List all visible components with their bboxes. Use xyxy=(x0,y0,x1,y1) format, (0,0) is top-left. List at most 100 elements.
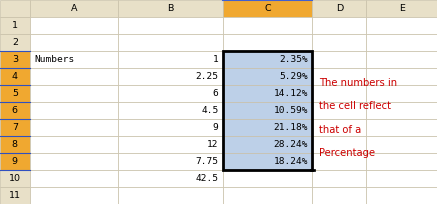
Bar xyxy=(118,102,223,119)
Text: 4.5: 4.5 xyxy=(201,106,218,115)
Text: D: D xyxy=(336,4,343,13)
Bar xyxy=(118,85,223,102)
Text: that of a: that of a xyxy=(319,124,361,135)
Bar xyxy=(0,119,30,136)
Text: 28.24%: 28.24% xyxy=(274,140,308,149)
Bar xyxy=(118,119,223,136)
Bar xyxy=(30,119,118,136)
Text: 1: 1 xyxy=(12,21,18,30)
Bar xyxy=(312,51,366,68)
Bar xyxy=(223,0,312,17)
Bar xyxy=(223,85,312,102)
Bar xyxy=(366,85,437,102)
Bar xyxy=(223,17,312,34)
Text: C: C xyxy=(264,4,271,13)
Bar xyxy=(0,34,30,51)
Bar xyxy=(30,170,118,187)
Bar xyxy=(366,68,437,85)
Bar xyxy=(366,17,437,34)
Bar xyxy=(312,102,366,119)
Text: 21.18%: 21.18% xyxy=(274,123,308,132)
Bar xyxy=(30,136,118,153)
Bar xyxy=(30,34,118,51)
Bar xyxy=(0,170,30,187)
Text: 11: 11 xyxy=(9,191,21,200)
Text: 42.5: 42.5 xyxy=(195,174,218,183)
Text: B: B xyxy=(167,4,173,13)
Bar xyxy=(312,17,366,34)
Bar xyxy=(366,0,437,17)
Bar xyxy=(0,85,30,102)
Bar xyxy=(30,51,118,68)
Text: E: E xyxy=(399,4,405,13)
Text: 6: 6 xyxy=(213,89,218,98)
Bar xyxy=(0,0,30,17)
Bar xyxy=(312,119,366,136)
Bar xyxy=(366,153,437,170)
Bar xyxy=(118,136,223,153)
Bar xyxy=(30,0,118,17)
Bar xyxy=(366,34,437,51)
Bar xyxy=(366,187,437,204)
Bar xyxy=(0,153,30,170)
Bar xyxy=(223,51,312,68)
Text: the cell reflect: the cell reflect xyxy=(319,101,391,111)
Text: 7.75: 7.75 xyxy=(195,157,218,166)
Text: 18.24%: 18.24% xyxy=(274,157,308,166)
Bar xyxy=(312,68,366,85)
Text: 9: 9 xyxy=(213,123,218,132)
Text: 14.12%: 14.12% xyxy=(274,89,308,98)
Bar xyxy=(30,85,118,102)
Bar xyxy=(0,68,30,85)
Bar xyxy=(223,187,312,204)
Bar xyxy=(223,170,312,187)
Text: 1: 1 xyxy=(213,55,218,64)
Bar xyxy=(366,51,437,68)
Bar xyxy=(312,153,366,170)
Bar xyxy=(223,136,312,153)
Bar xyxy=(223,153,312,170)
Text: 8: 8 xyxy=(12,140,18,149)
Text: 2.25: 2.25 xyxy=(195,72,218,81)
Bar xyxy=(312,85,366,102)
Bar xyxy=(118,68,223,85)
Bar xyxy=(118,17,223,34)
Text: 2.35%: 2.35% xyxy=(279,55,308,64)
Text: A: A xyxy=(71,4,77,13)
Bar xyxy=(30,17,118,34)
Bar xyxy=(0,187,30,204)
Bar xyxy=(223,68,312,85)
Text: The numbers in: The numbers in xyxy=(319,78,397,88)
Bar xyxy=(312,34,366,51)
Bar xyxy=(118,170,223,187)
Bar xyxy=(366,119,437,136)
Text: 10: 10 xyxy=(9,174,21,183)
Bar xyxy=(312,0,366,17)
Text: 3: 3 xyxy=(12,55,18,64)
Bar xyxy=(118,187,223,204)
Bar xyxy=(30,68,118,85)
Text: 9: 9 xyxy=(12,157,18,166)
Bar xyxy=(223,51,312,170)
Bar xyxy=(310,169,315,171)
Bar xyxy=(0,51,30,68)
Bar xyxy=(30,102,118,119)
Text: 4: 4 xyxy=(12,72,18,81)
Text: 2: 2 xyxy=(12,38,18,47)
Text: 12: 12 xyxy=(207,140,218,149)
Bar xyxy=(366,136,437,153)
Bar xyxy=(312,170,366,187)
Bar xyxy=(118,0,223,17)
Bar xyxy=(118,51,223,68)
Bar xyxy=(118,153,223,170)
Bar xyxy=(118,34,223,51)
Bar xyxy=(223,119,312,136)
Bar xyxy=(0,136,30,153)
Bar xyxy=(366,102,437,119)
Text: 6: 6 xyxy=(12,106,18,115)
Bar xyxy=(223,102,312,119)
Bar xyxy=(312,187,366,204)
Text: 5: 5 xyxy=(12,89,18,98)
Bar xyxy=(0,102,30,119)
Bar xyxy=(223,34,312,51)
